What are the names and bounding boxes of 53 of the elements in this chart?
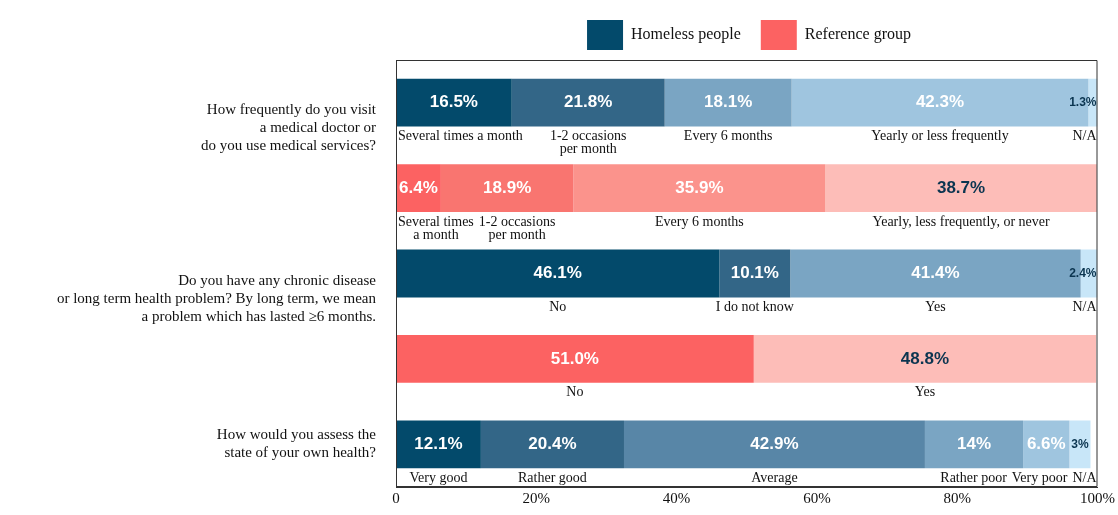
series-label: Several times a month <box>398 128 523 144</box>
y-tick-label: How frequently do you visit a medical doctor or do you use medical services? <box>201 101 377 154</box>
legend-label: Homeless people <box>631 25 741 44</box>
data-label: 1.3% <box>1069 95 1097 110</box>
x-tick-label: 80% <box>943 489 971 506</box>
x-tick-label: 0 <box>392 489 400 506</box>
series-label: N/A <box>1072 128 1098 144</box>
series-label: Rather good <box>518 469 587 485</box>
series-label: Very good <box>409 469 468 485</box>
y-tick-label: Do you have any chronic disease or long term health problem? By long term, we mean a problem which has lasted ≥6 months. <box>56 272 377 325</box>
series-label: Very poor <box>1011 469 1068 485</box>
series-label: 1-2 occasions per month <box>478 213 556 242</box>
data-label: 18.9% <box>483 177 532 197</box>
data-label: 14% <box>957 433 992 453</box>
series-label: Rather poor <box>940 469 1008 485</box>
x-tick-label: 40% <box>662 489 691 506</box>
legend-label: Reference group <box>804 25 911 44</box>
data-label: 12.1% <box>414 433 463 453</box>
y-tick-label: How would you assess the state of your own health? <box>216 426 377 461</box>
data-label: 46.1% <box>533 263 582 283</box>
series-label: No <box>566 384 584 400</box>
series-label: Every 6 months <box>683 128 773 144</box>
x-tick-label: 100% <box>1080 489 1115 506</box>
data-label: 18.1% <box>704 92 753 112</box>
data-label: 41.4% <box>911 263 960 283</box>
x-tick-label: 60% <box>803 489 831 506</box>
data-label: 6.6% <box>1026 433 1066 453</box>
series-label: N/A <box>1072 299 1098 315</box>
series-label: No <box>549 299 567 315</box>
x-tick-label: 20% <box>522 489 551 506</box>
series-label: Every 6 months <box>655 213 744 229</box>
data-label: 51.0% <box>550 348 599 368</box>
series-label: N/A <box>1072 469 1098 485</box>
series-label: Yearly, less frequently, or never <box>872 213 1050 229</box>
data-label: 48.8% <box>900 348 950 368</box>
series-label: 1-2 occasions per month <box>549 128 627 157</box>
data-label: 21.8% <box>564 92 613 112</box>
data-label: 10.1% <box>730 263 779 283</box>
series-label: Average <box>751 469 798 485</box>
data-label: 35.9% <box>675 177 724 197</box>
data-label: 20.4% <box>528 433 577 453</box>
data-label: 38.7% <box>936 177 986 197</box>
data-label: 42.9% <box>750 433 799 453</box>
data-label: 42.3% <box>915 92 965 112</box>
series-label: Several times a month <box>398 213 474 242</box>
data-label: 2.4% <box>1069 265 1097 280</box>
series-label: Yes <box>925 299 946 315</box>
series-label: I do not know <box>715 299 795 315</box>
data-label: 3% <box>1071 436 1089 451</box>
data-label: 16.5% <box>429 92 478 112</box>
series-label: Yes <box>914 384 936 400</box>
series-label: Yearly or less frequently <box>871 128 1009 144</box>
data-label: 6.4% <box>399 177 438 197</box>
